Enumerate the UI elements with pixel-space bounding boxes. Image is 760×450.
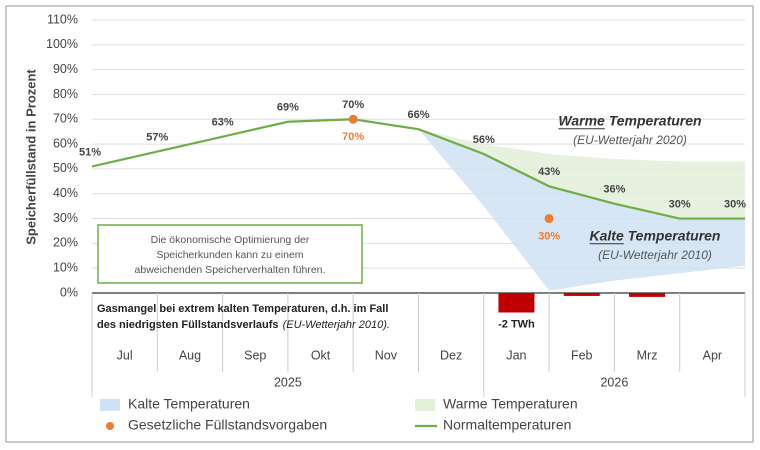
x-tick-label: Dez <box>440 348 462 362</box>
y-axis-label: Speicherfüllstand in Prozent <box>23 69 38 245</box>
data-label: 36% <box>603 184 625 196</box>
year-label: 2025 <box>274 375 302 389</box>
y-tick-label: 50% <box>53 161 78 175</box>
y-tick-label: 0% <box>60 285 78 299</box>
annotation: (EU-Wetterjahr 2020) <box>573 133 687 147</box>
data-label: 30% <box>669 198 691 210</box>
y-tick-label: 90% <box>53 62 78 76</box>
note-box <box>97 224 363 284</box>
y-tick-label: 10% <box>53 260 78 274</box>
point <box>544 214 554 224</box>
point-label: 30% <box>538 230 560 242</box>
legend-label: Kalte Temperaturen <box>128 396 250 412</box>
x-tick-label: Jul <box>117 348 133 362</box>
data-label: 56% <box>473 134 495 146</box>
legend-label: Gesetzliche Füllstandsvorgaben <box>128 417 327 433</box>
y-tick-label: 30% <box>53 211 78 225</box>
x-tick-label: Okt <box>311 348 331 362</box>
x-tick-label: Apr <box>703 348 722 362</box>
bar <box>563 293 600 296</box>
data-label: 63% <box>212 117 234 129</box>
area <box>418 129 745 219</box>
data-label: 69% <box>277 102 299 114</box>
legend-swatch <box>415 399 435 411</box>
annotation: Kalte Temperaturen <box>590 228 721 244</box>
x-tick-label: Nov <box>375 348 398 362</box>
area <box>418 129 745 291</box>
data-label: 43% <box>538 166 560 178</box>
data-label: 57% <box>146 131 168 143</box>
y-tick-label: 80% <box>53 87 78 101</box>
line <box>91 118 745 220</box>
point-label: 70% <box>342 131 364 143</box>
annotation: (EU-Wetterjahr 2010) <box>598 248 712 262</box>
year-label: 2026 <box>600 375 628 389</box>
bar <box>498 293 535 313</box>
x-tick-label: Sep <box>244 348 266 362</box>
note-text: abweichenden Speicherverhalten führen. <box>135 264 326 276</box>
shortage-text: (EU-Wetterjahr 2010). <box>283 319 390 331</box>
annotation: Warme Temperaturen <box>558 113 701 129</box>
shortage-text: des niedrigsten Füllstandsverlaufs <box>97 319 279 331</box>
note-text: Die ökonomische Optimierung der <box>151 234 310 246</box>
y-tick-label: 100% <box>46 37 78 51</box>
x-tick-label: Mrz <box>637 348 658 362</box>
legend-label: Warme Temperaturen <box>443 396 578 412</box>
y-tick-label: 110% <box>47 12 78 26</box>
note-text: Speicherkunden kann zu einem <box>156 249 303 261</box>
legend-label: Normaltemperaturen <box>443 417 571 433</box>
x-tick-label: Feb <box>571 348 593 362</box>
bar-label: -2 TWh <box>498 318 535 330</box>
bar <box>629 293 666 297</box>
legend-swatch <box>100 399 120 411</box>
x-tick-label: Jan <box>506 348 526 362</box>
y-tick-label: 70% <box>53 112 78 126</box>
shortage-text: Gasmangel bei extrem kalten Temperaturen… <box>97 303 388 315</box>
data-label: 66% <box>407 109 429 121</box>
data-label: 30% <box>724 198 746 210</box>
data-label: 51% <box>79 146 101 158</box>
x-tick-label: Aug <box>179 348 201 362</box>
legend-swatch <box>106 422 114 430</box>
data-label: 70% <box>342 99 364 111</box>
point <box>348 114 358 124</box>
y-tick-label: 20% <box>53 236 78 250</box>
y-tick-label: 40% <box>53 186 78 200</box>
y-tick-label: 60% <box>53 136 78 150</box>
